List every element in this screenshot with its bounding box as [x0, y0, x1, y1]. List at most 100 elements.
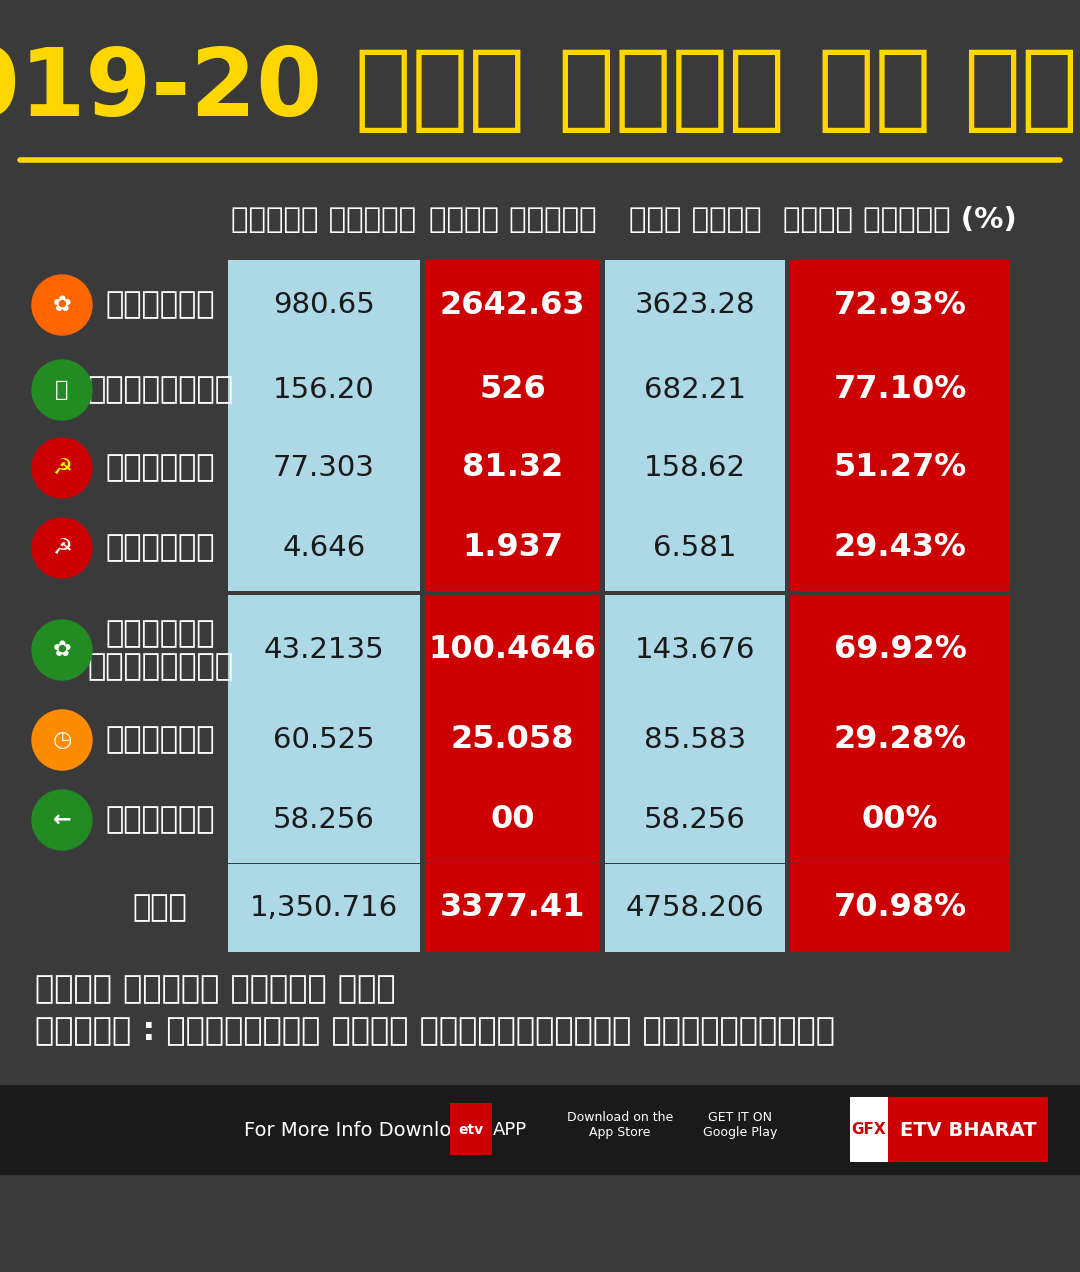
FancyBboxPatch shape [605, 259, 785, 350]
FancyBboxPatch shape [605, 777, 785, 862]
Text: सीपीआई: सीपीआई [105, 533, 215, 562]
FancyBboxPatch shape [605, 426, 785, 510]
Text: 00%: 00% [862, 804, 939, 836]
Text: Download on the
App Store: Download on the App Store [567, 1110, 673, 1138]
Text: 58.256: 58.256 [273, 806, 375, 834]
Text: 43.2135: 43.2135 [264, 636, 384, 664]
Text: 77.10%: 77.10% [834, 374, 967, 406]
FancyBboxPatch shape [0, 1085, 1080, 1175]
FancyBboxPatch shape [228, 864, 420, 951]
Text: 2642.63: 2642.63 [440, 290, 585, 321]
FancyBboxPatch shape [605, 347, 785, 432]
FancyBboxPatch shape [228, 595, 420, 705]
Text: स्रोत : असोसिएशन फ़ॉर डेमोक्रेटिक रिफ़ॉर्म्स: स्रोत : असोसिएशन फ़ॉर डेमोक्रेटिक रिफ़ॉर… [35, 1016, 835, 1048]
FancyBboxPatch shape [228, 697, 420, 782]
FancyBboxPatch shape [789, 505, 1010, 590]
Circle shape [32, 518, 92, 577]
Text: 3377.41: 3377.41 [440, 893, 585, 923]
Text: तृणमूल
कांग्रेस: तृणमूल कांग्रेस [87, 618, 233, 682]
Text: अजात स्रोत: अजात स्रोत [429, 206, 596, 234]
FancyBboxPatch shape [789, 347, 1010, 432]
Circle shape [32, 710, 92, 770]
FancyBboxPatch shape [426, 595, 600, 705]
Text: 143.676: 143.676 [635, 636, 755, 664]
Text: 1.937: 1.937 [462, 533, 563, 563]
Text: 25.058: 25.058 [450, 725, 575, 756]
Text: 4758.206: 4758.206 [625, 894, 765, 922]
FancyBboxPatch shape [605, 505, 785, 590]
Text: एनसीपी: एनसीपी [105, 725, 215, 754]
FancyBboxPatch shape [850, 1096, 888, 1163]
Circle shape [32, 275, 92, 335]
FancyBboxPatch shape [789, 777, 1010, 862]
FancyBboxPatch shape [426, 347, 600, 432]
Text: 2019-20 में दलों की कमाई: 2019-20 में दलों की कमाई [0, 45, 1080, 136]
Text: 77.303: 77.303 [273, 454, 375, 482]
FancyBboxPatch shape [605, 864, 785, 951]
Text: APP: APP [492, 1121, 527, 1138]
FancyBboxPatch shape [789, 697, 1010, 782]
FancyBboxPatch shape [426, 777, 600, 862]
Text: 60.525: 60.525 [273, 726, 375, 754]
Circle shape [32, 619, 92, 681]
Circle shape [32, 790, 92, 850]
Text: ☭: ☭ [52, 538, 72, 558]
Text: बीएसपी: बीएसपी [105, 805, 215, 834]
FancyBboxPatch shape [426, 259, 600, 350]
Text: 51.27%: 51.27% [834, 453, 967, 483]
FancyBboxPatch shape [426, 697, 600, 782]
Text: 29.43%: 29.43% [834, 533, 967, 563]
FancyBboxPatch shape [605, 595, 785, 705]
Text: 58.256: 58.256 [644, 806, 746, 834]
Text: 4.646: 4.646 [282, 534, 366, 562]
Text: 6.581: 6.581 [653, 534, 737, 562]
Text: 682.21: 682.21 [644, 377, 746, 404]
Text: ज्ञात स्रोत: ज्ञात स्रोत [231, 206, 417, 234]
FancyBboxPatch shape [228, 259, 420, 350]
Text: ☭: ☭ [52, 458, 72, 478]
Text: कांग्रेस: कांग्रेस [87, 375, 233, 404]
Text: कुल: कुल [133, 893, 187, 922]
Text: 3623.28: 3623.28 [635, 291, 755, 319]
Text: 156.20: 156.20 [273, 377, 375, 404]
Text: GFX: GFX [852, 1122, 887, 1137]
Text: अजात स्रोत (%): अजात स्रोत (%) [783, 206, 1017, 234]
Text: GET IT ON
Google Play: GET IT ON Google Play [703, 1110, 778, 1138]
FancyBboxPatch shape [888, 1096, 1048, 1163]
Text: 29.28%: 29.28% [834, 725, 967, 756]
Text: For More Info Download: For More Info Download [244, 1121, 476, 1140]
Text: 81.32: 81.32 [462, 453, 563, 483]
Text: 72.93%: 72.93% [834, 290, 967, 321]
FancyBboxPatch shape [426, 864, 600, 951]
FancyBboxPatch shape [228, 426, 420, 510]
Text: ETV BHARAT: ETV BHARAT [900, 1121, 1037, 1140]
FancyBboxPatch shape [789, 595, 1010, 705]
Circle shape [32, 360, 92, 420]
FancyBboxPatch shape [228, 347, 420, 432]
Text: 70.98%: 70.98% [834, 893, 967, 923]
FancyBboxPatch shape [789, 864, 1010, 951]
Text: 85.583: 85.583 [644, 726, 746, 754]
Text: ✋: ✋ [55, 380, 69, 399]
Circle shape [32, 438, 92, 499]
FancyBboxPatch shape [605, 697, 785, 782]
FancyBboxPatch shape [789, 259, 1010, 350]
FancyBboxPatch shape [426, 426, 600, 510]
Text: ✿: ✿ [53, 295, 71, 315]
Text: ◷: ◷ [52, 730, 71, 750]
Text: 980.65: 980.65 [273, 291, 375, 319]
Text: ←: ← [53, 810, 71, 831]
FancyBboxPatch shape [228, 505, 420, 590]
Text: कुल इनकम: कुल इनकम [629, 206, 761, 234]
Text: etv: etv [458, 1123, 484, 1137]
Text: 1,350.716: 1,350.716 [249, 894, 399, 922]
Text: ✿: ✿ [53, 640, 71, 660]
FancyBboxPatch shape [228, 777, 420, 862]
Text: 00: 00 [490, 804, 535, 836]
Text: 69.92%: 69.92% [834, 635, 967, 665]
FancyBboxPatch shape [789, 426, 1010, 510]
Text: इनकम करोड़ रुपये में: इनकम करोड़ रुपये में [35, 974, 395, 1005]
Text: बीजेपी: बीजेपी [105, 290, 215, 319]
Text: 100.4646: 100.4646 [429, 635, 596, 665]
Text: 158.62: 158.62 [644, 454, 746, 482]
